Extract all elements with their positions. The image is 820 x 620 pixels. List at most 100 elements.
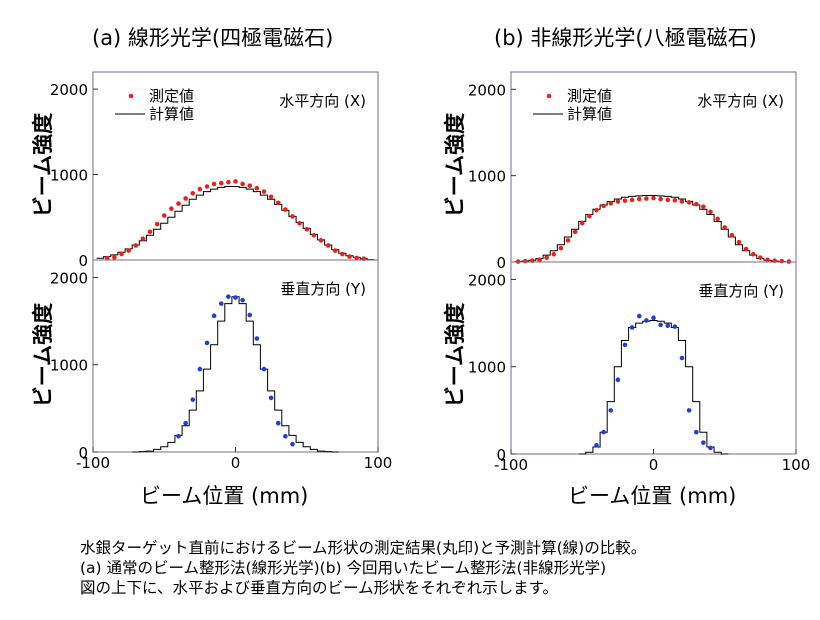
a-top-measured-point bbox=[247, 183, 253, 188]
a-bottom-ytick-label: 0 bbox=[78, 444, 88, 462]
a-top-measured-point bbox=[240, 181, 245, 187]
a-top-measured-point bbox=[254, 185, 260, 191]
b-bottom-ytick-label: 1000 bbox=[468, 359, 506, 377]
b-bottom-measured-point bbox=[672, 324, 678, 329]
b-top-measured-point bbox=[579, 220, 585, 226]
b-top-measured-point bbox=[601, 203, 606, 209]
b-top-measured-point bbox=[537, 257, 542, 263]
a-bottom-measured-point bbox=[211, 313, 217, 319]
b-top-measured-point bbox=[708, 209, 713, 215]
a-top-measured-point bbox=[176, 201, 181, 206]
b-top-measured-point bbox=[722, 225, 728, 230]
b-bottom-xtick-label: 0 bbox=[649, 456, 659, 474]
b-bottom-calculated-line bbox=[578, 320, 729, 455]
xlabel-a: ビーム位置 (mm) bbox=[140, 484, 309, 508]
b-top-measured-point bbox=[658, 196, 663, 202]
a-bottom-calculated-line bbox=[132, 296, 339, 453]
a-top-measured-point bbox=[190, 191, 196, 196]
b-top-measured-point bbox=[779, 258, 785, 264]
a-bottom-xtick-label: -100 bbox=[76, 454, 110, 472]
b-top-measured-point bbox=[558, 245, 564, 251]
a-top-measured-point bbox=[304, 226, 310, 232]
b-top-measured-point bbox=[715, 216, 720, 222]
b-top-measured-point bbox=[615, 199, 621, 204]
a-top-measured-point bbox=[354, 255, 359, 261]
a-top-measured-point bbox=[161, 213, 167, 218]
b-top-calculated-line bbox=[514, 195, 793, 263]
caption: 水銀ターゲット直前におけるビーム形状の測定結果(丸印)と予測計算(線)の比較。 … bbox=[80, 538, 646, 598]
a-bottom-measured-point bbox=[204, 340, 210, 346]
b-top-measured-point bbox=[572, 229, 578, 235]
a-bottom-measured-point bbox=[247, 312, 253, 318]
a-top-measured-point bbox=[347, 254, 352, 259]
b-top-measured-point bbox=[651, 195, 656, 201]
b-top-direction-label: 水平方向 (X) bbox=[697, 92, 784, 110]
a-top-measured-point bbox=[204, 184, 210, 189]
b-top-measured-point bbox=[672, 197, 678, 203]
b-top-measured-point bbox=[743, 246, 749, 252]
a-top-legend-point bbox=[128, 93, 134, 99]
b-bottom-measured-point bbox=[651, 315, 656, 321]
a-top-measured-point bbox=[169, 206, 174, 212]
b-bottom-xtick-label: 100 bbox=[782, 456, 811, 474]
caption-line-3: 図の上下に、水平および垂直方向のビーム形状をそれぞれ示します。 bbox=[80, 579, 559, 597]
a-top-measured-point bbox=[311, 232, 317, 238]
b-bottom-measured-point bbox=[629, 325, 635, 330]
b-bottom-measured-point bbox=[615, 377, 621, 383]
b-bottom-measured-point bbox=[686, 408, 692, 413]
a-top-measured-point bbox=[290, 214, 295, 219]
a-top-measured-point bbox=[147, 229, 153, 235]
a-top-measured-point bbox=[261, 189, 267, 194]
a-bottom-measured-point bbox=[197, 366, 203, 372]
a-top-measured-point bbox=[112, 255, 117, 260]
a-top-direction-label: 水平方向 (X) bbox=[279, 92, 366, 110]
a-bottom-measured-point bbox=[275, 420, 281, 426]
b-top-measured-point bbox=[608, 200, 614, 206]
caption-line-1: 水銀ターゲット直前におけるビーム形状の測定結果(丸印)と予測計算(線)の比較。 bbox=[80, 539, 647, 557]
panel-b-title: (b) 非線形光学(八極電磁石) bbox=[494, 26, 757, 50]
b-top-ytick-label: 1000 bbox=[468, 168, 506, 186]
b-top-measured-point bbox=[729, 232, 735, 238]
a-top-measured-point bbox=[154, 221, 160, 227]
a-top-measured-point bbox=[211, 181, 217, 187]
b-bottom-measured-point bbox=[636, 313, 642, 319]
b-bottom-measured-point bbox=[665, 323, 671, 329]
b-top-measured-point bbox=[701, 204, 706, 210]
a-top-measured-point bbox=[197, 186, 203, 192]
b-top-measured-point bbox=[665, 197, 671, 203]
b-bottom-measured-point bbox=[608, 408, 614, 413]
b-bottom-measured-point bbox=[679, 355, 685, 361]
b-bottom-measured-point bbox=[601, 429, 606, 435]
a-top-measured-point bbox=[119, 251, 124, 257]
a-bottom-measured-point bbox=[261, 366, 267, 372]
b-top-legend-measured: 測定値 bbox=[567, 87, 612, 105]
b-top-measured-point bbox=[594, 207, 599, 213]
b-top-measured-point bbox=[758, 255, 763, 260]
b-bottom-measured-point bbox=[701, 440, 706, 445]
a-top-measured-point bbox=[297, 220, 302, 226]
a-bottom-direction-label: 垂直方向 (Y) bbox=[280, 280, 366, 298]
a-bottom-xtick-label: 100 bbox=[364, 454, 393, 472]
a-bottom-measured-point bbox=[283, 433, 288, 439]
b-bottom-xtick-label: -100 bbox=[494, 456, 528, 474]
a-top-measured-point bbox=[318, 238, 324, 243]
b-top-measured-point bbox=[765, 257, 770, 263]
b-top-ytick-label: 2000 bbox=[468, 81, 506, 99]
a-top-measured-point bbox=[126, 248, 131, 253]
b-bottom-ytick-label: 0 bbox=[496, 446, 506, 464]
b-top-measured-point bbox=[587, 213, 592, 219]
a-bottom-measured-point bbox=[226, 294, 231, 299]
a-bottom-ytick-label: 2000 bbox=[50, 269, 88, 287]
a-top-legend-calculated: 計算値 bbox=[149, 105, 194, 123]
a-top-measured-point bbox=[183, 196, 188, 201]
b-top-measured-point bbox=[644, 196, 649, 201]
b-top-ytick-label: 0 bbox=[496, 254, 506, 272]
a-top-measured-point bbox=[275, 200, 281, 206]
b-bottom-measured-point bbox=[622, 342, 628, 348]
b-bottom-measured-point bbox=[594, 442, 599, 448]
b-bottom-measured-point bbox=[644, 318, 649, 323]
b-top-measured-point bbox=[679, 199, 685, 204]
b-top-measured-point bbox=[750, 251, 756, 257]
a-top-measured-point bbox=[325, 243, 331, 248]
